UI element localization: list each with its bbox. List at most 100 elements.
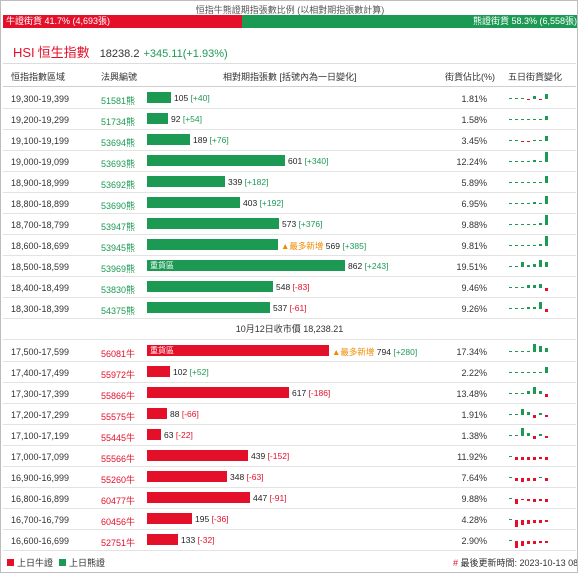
warrant-code-link[interactable]: 53830熊	[101, 285, 136, 295]
sparkline-bar	[545, 262, 548, 267]
sparkline-bar	[539, 260, 542, 267]
sparkline-bar	[521, 203, 524, 204]
sparkline-bar	[539, 223, 542, 225]
sparkline-bar	[539, 302, 542, 309]
sparkline-bar	[527, 351, 530, 352]
sparkline-bar	[539, 499, 542, 501]
sparkline-bar	[515, 499, 518, 504]
table-row: 16,900-16,999 55260牛 348 [-63] 7.64%	[3, 467, 576, 488]
warrant-code-link[interactable]: 51581熊	[101, 96, 136, 106]
warrant-code-link[interactable]: 55972牛	[101, 370, 136, 380]
table-row: 19,000-19,099 53693熊 601 [+340] 12.24%	[3, 151, 576, 172]
last-update-text: 最後更新時間: 2023-10-13 08:	[460, 558, 578, 568]
sparkline-bar	[539, 203, 542, 204]
warrant-code-link[interactable]: 54375熊	[101, 306, 136, 316]
sparkline-bar	[539, 457, 542, 459]
warrant-code-link[interactable]: 55445牛	[101, 433, 136, 443]
sparkline-bar	[509, 498, 512, 499]
warrant-code-link[interactable]: 53947熊	[101, 222, 136, 232]
sparkline-bar	[509, 182, 512, 183]
warrant-code-link[interactable]: 60477牛	[101, 496, 136, 506]
five-day-sparkline	[509, 405, 555, 424]
street-share-cell: 9.88%	[461, 494, 487, 504]
sparkline-bar	[527, 541, 530, 544]
contracts-bar	[147, 113, 168, 124]
range-cell: 17,300-17,399	[11, 389, 70, 399]
contracts-delta: [+76]	[209, 135, 229, 145]
table-row: 18,500-18,599 53969熊 重貨區 862 [+243] 19.51%	[3, 256, 576, 277]
sparkline-bar	[509, 203, 512, 204]
warrant-code-link[interactable]: 55566牛	[101, 454, 136, 464]
sparkline-bar	[533, 285, 536, 288]
contracts-delta: [-186]	[308, 388, 331, 398]
legend: 上日牛證 上日熊證 # 最後更新時間: 2023-10-13 08:	[1, 555, 578, 569]
sparkline-bar	[515, 182, 518, 183]
sparkline-bar	[545, 196, 548, 204]
sparkline-bar	[521, 372, 524, 373]
sparkline-bar	[521, 499, 524, 500]
warrant-code-link[interactable]: 55575牛	[101, 412, 136, 422]
sparkline-bar	[533, 415, 536, 418]
sparkline-bar	[533, 520, 536, 523]
index-code: HSI	[13, 45, 35, 60]
contracts-value: 102 [+52]	[173, 367, 209, 377]
sparkline-bar	[515, 203, 518, 204]
sparkline-bar	[545, 478, 548, 481]
warrant-code-link[interactable]: 53694熊	[101, 138, 136, 148]
contracts-value: 573 [+376]	[282, 219, 322, 229]
warrant-code-link[interactable]: 53945熊	[101, 243, 136, 253]
contracts-count: 439	[251, 451, 266, 461]
sparkline-bar	[515, 245, 518, 246]
warrant-code-link[interactable]: 55260牛	[101, 475, 136, 485]
warrant-code-link[interactable]: 52751牛	[101, 538, 136, 548]
heavy-zone-label: 重貨區	[150, 261, 174, 270]
warrant-code-link[interactable]: 56081牛	[101, 349, 136, 359]
five-day-sparkline	[509, 384, 555, 403]
sparkline-bar	[521, 428, 524, 436]
sparkline-bar	[527, 119, 530, 120]
sparkline-bar	[533, 140, 536, 141]
table-row: 17,000-17,099 55566牛 439 [-152] 11.92%	[3, 446, 576, 467]
warrant-code-link[interactable]: 53692熊	[101, 180, 136, 190]
contracts-bar: 重貨區	[147, 260, 345, 271]
sparkline-bar	[533, 202, 536, 204]
sparkline-bar	[545, 176, 548, 183]
sparkline-bar	[521, 287, 524, 288]
sparkline-bar	[545, 288, 548, 291]
warrant-code-link[interactable]: 51734熊	[101, 117, 136, 127]
sparkline-bar	[527, 372, 530, 373]
range-cell: 18,500-18,599	[11, 262, 70, 272]
contracts-delta: [+192]	[259, 198, 284, 208]
contracts-count: 548	[276, 282, 291, 292]
sparkline-bar	[539, 284, 542, 288]
contracts-count: 102	[173, 367, 188, 377]
warrant-code-link[interactable]: 53969熊	[101, 264, 136, 274]
sparkline-bar	[545, 309, 548, 312]
table-row: 17,200-17,299 55575牛 88 [-66] 1.91%	[3, 404, 576, 425]
contracts-bar	[147, 387, 289, 398]
contracts-count: 794	[376, 347, 391, 357]
sparkline-bar	[521, 182, 524, 183]
range-cell: 18,300-18,399	[11, 304, 70, 314]
warrant-code-link[interactable]: 53693熊	[101, 159, 136, 169]
five-day-sparkline	[509, 426, 555, 445]
warrant-code-link[interactable]: 60456牛	[101, 517, 136, 527]
sparkline-bar	[521, 478, 524, 482]
sparkline-bar	[521, 393, 524, 394]
warrant-code-link[interactable]: 53690熊	[101, 201, 136, 211]
sparkline-bar	[521, 457, 524, 460]
sparkline-bar	[515, 541, 518, 548]
table-row: 16,800-16,899 60477牛 447 [-91] 9.88%	[3, 488, 576, 509]
sparkline-bar	[539, 140, 542, 141]
legend-bull: 上日牛證	[7, 556, 53, 569]
table-row: 17,400-17,499 55972牛 102 [+52] 2.22%	[3, 362, 576, 383]
contracts-count: 403	[243, 198, 258, 208]
sparkline-bar	[539, 182, 542, 183]
contracts-delta: [-32]	[197, 535, 215, 545]
contracts-value: 447 [-91]	[253, 493, 287, 503]
five-day-sparkline	[509, 89, 555, 108]
contracts-bar	[147, 218, 279, 229]
sparkline-bar	[533, 96, 536, 99]
range-cell: 19,100-19,199	[11, 136, 70, 146]
warrant-code-link[interactable]: 55866牛	[101, 391, 136, 401]
